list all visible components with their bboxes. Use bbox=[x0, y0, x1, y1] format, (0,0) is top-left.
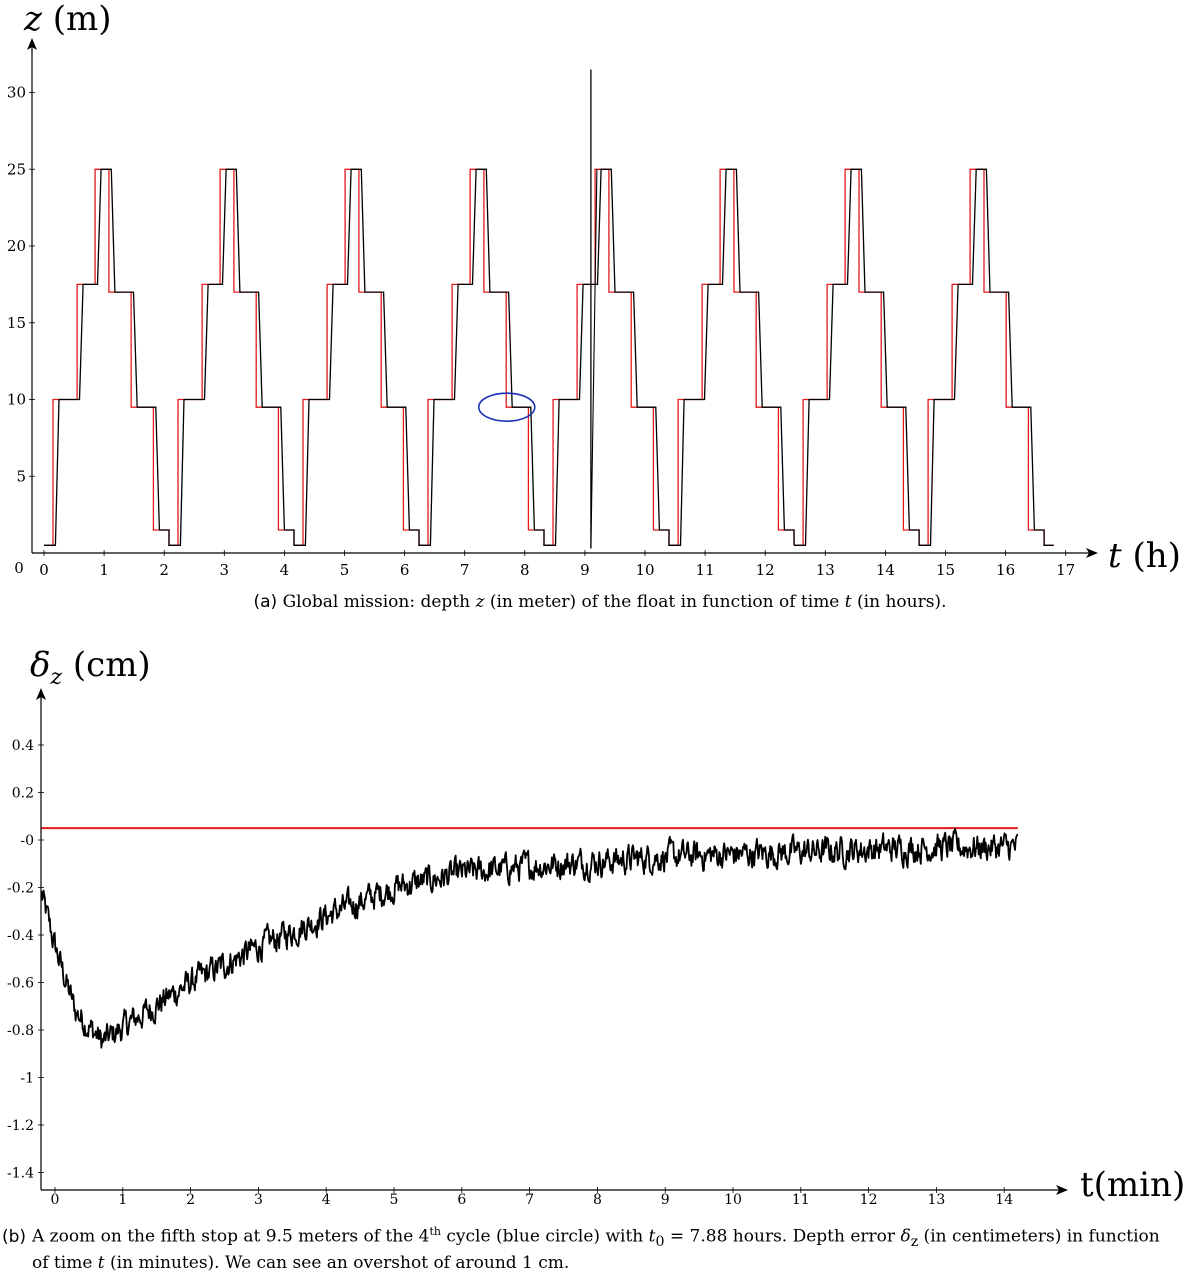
caption-b-t0-sub: 0 bbox=[655, 1234, 665, 1251]
x-tick-label: 14 bbox=[876, 561, 895, 579]
y-tick-label: 0.4 bbox=[12, 738, 34, 754]
x-tick-label: 5 bbox=[390, 1192, 399, 1208]
x-tick-label: 7 bbox=[460, 561, 470, 579]
x-tick-label: 17 bbox=[1056, 561, 1075, 579]
caption-b-line1-part1: A zoom on the fifth stop at 9.5 meters o… bbox=[32, 1226, 430, 1247]
y-axis-label-unit: (cm) bbox=[62, 645, 151, 685]
caption-b-line1-part3: = 7.88 hours. Depth error bbox=[664, 1226, 901, 1247]
y-tick-label: 15 bbox=[7, 314, 26, 332]
y-tick-label: 0.2 bbox=[12, 786, 34, 802]
x-axis-label-var: t bbox=[1108, 536, 1122, 576]
x-tick-label: 9 bbox=[580, 561, 590, 579]
x-tick-label: 9 bbox=[661, 1192, 670, 1208]
y-axis-label: δz (cm) bbox=[30, 645, 151, 690]
x-tick-label: 12 bbox=[860, 1192, 878, 1208]
caption-b-delta-sub: z bbox=[910, 1234, 919, 1251]
caption-a-text-1: Global mission: depth bbox=[282, 592, 471, 612]
x-tick-label: 15 bbox=[936, 561, 955, 579]
x-tick-label: 11 bbox=[696, 561, 715, 579]
y-tick-label: -1.2 bbox=[7, 1118, 34, 1134]
x-tick-label: 3 bbox=[220, 561, 230, 579]
x-tick-label: 14 bbox=[995, 1192, 1013, 1208]
x-tick-label: 6 bbox=[457, 1192, 466, 1208]
x-tick-label: 4 bbox=[280, 561, 290, 579]
caption-b-line2-part1: of time bbox=[32, 1253, 98, 1274]
x-axis-label: t(min) bbox=[1080, 1165, 1185, 1205]
measured-spike-return bbox=[590, 169, 598, 549]
caption-b: (b) A zoom on the fifth stop at 9.5 meter… bbox=[2, 1221, 1198, 1274]
caption-b-line2: of time t (in minutes). We can see an ov… bbox=[2, 1253, 1198, 1274]
caption-a: (a) Global mission: depth z (in meter) o… bbox=[0, 592, 1200, 613]
depth-error-chart: 0 1 2 3 4 5 6 7 8 9 10 11 12 13 140.40.2-0-0.2-0.4-0.6… bbox=[7, 645, 1185, 1208]
x-axis-label: t (h) bbox=[1108, 536, 1181, 576]
x-tick-label: 2 bbox=[186, 1192, 195, 1208]
x-tick-label: 8 bbox=[520, 561, 530, 579]
y-tick-label: -0.4 bbox=[7, 928, 34, 944]
y-axis-label-var: δ bbox=[30, 645, 50, 685]
x-tick-label: 10 bbox=[724, 1192, 742, 1208]
y-axis-arrow bbox=[27, 38, 37, 50]
caption-b-sup: th bbox=[429, 1225, 441, 1238]
y-axis-label: z (m) bbox=[23, 0, 112, 39]
x-axis-arrow bbox=[1056, 1185, 1068, 1195]
caption-a-z: z bbox=[475, 592, 485, 612]
y-axis-label-var: z bbox=[23, 0, 43, 39]
y-tick-label: -0.6 bbox=[7, 976, 34, 992]
x-tick-label: 0 bbox=[39, 561, 49, 579]
caption-b-tag: (b) bbox=[2, 1226, 27, 1247]
x-tick-label: 13 bbox=[816, 561, 835, 579]
x-tick-label: 16 bbox=[996, 561, 1015, 579]
caption-b-line1-part4: (in centimeters) in function bbox=[918, 1226, 1160, 1247]
chart-panel-a: 0 0 1 2 3 4 5 6 7 8 9 10 11 12 13 14 15 16 17 5 10 15 20 25 30 z … bbox=[0, 0, 1200, 622]
measured-line bbox=[44, 168, 1054, 546]
y-tick-label: -0.8 bbox=[7, 1023, 34, 1039]
x-tick-label: 2 bbox=[159, 561, 169, 579]
y-tick-label: -0.2 bbox=[7, 881, 34, 897]
y-tick-label: 5 bbox=[16, 467, 26, 485]
x-axis-arrow bbox=[1086, 548, 1098, 558]
caption-b-delta: δ bbox=[900, 1226, 911, 1247]
depth-error-series bbox=[40, 827, 1019, 1049]
x-tick-label: 0 bbox=[51, 1192, 60, 1208]
caption-a-t: t bbox=[844, 592, 852, 612]
x-tick-label: 11 bbox=[792, 1192, 810, 1208]
y-tick-label: -1.4 bbox=[7, 1166, 34, 1182]
x-tick-label: 10 bbox=[635, 561, 654, 579]
x-tick-label: 1 bbox=[118, 1192, 127, 1208]
caption-b-line1-part2: cycle (blue circle) with bbox=[441, 1226, 649, 1247]
y-axis-label-unit: (m) bbox=[42, 0, 112, 39]
y-tick-label: 20 bbox=[7, 237, 26, 255]
chart-panel-b: 0 1 2 3 4 5 6 7 8 9 10 11 12 13 14 0.4 0.2 -0 -0.2 -0.4 -0.6… bbox=[0, 640, 1200, 1273]
x-tick-label: 5 bbox=[340, 561, 350, 579]
x-tick-label: 4 bbox=[322, 1192, 331, 1208]
caption-a-tag: (a) bbox=[253, 592, 278, 612]
x-tick-label: 13 bbox=[927, 1192, 945, 1208]
caption-b-t0: t bbox=[648, 1226, 656, 1247]
caption-b-line2-part2: (in minutes). We can see an overshot of … bbox=[104, 1253, 570, 1274]
y-tick-label: 10 bbox=[7, 391, 26, 409]
caption-b-line2-t: t bbox=[97, 1253, 105, 1274]
x-tick-label: 6 bbox=[400, 561, 410, 579]
x-tick-label: 3 bbox=[254, 1192, 263, 1208]
x-axis-label-unit: (h) bbox=[1122, 536, 1181, 576]
y-tick-label: -0 bbox=[20, 833, 34, 849]
caption-a-text-2: (in meter) of the float in function of t… bbox=[489, 592, 840, 612]
caption-a-text-3: (in hours). bbox=[857, 592, 947, 612]
y-axis-arrow bbox=[36, 688, 46, 700]
origin-label: 0 bbox=[14, 559, 24, 577]
y-axis-label-sub: z bbox=[49, 665, 62, 690]
y-tick-label: -1 bbox=[20, 1071, 34, 1087]
x-tick-label: 1 bbox=[99, 561, 109, 579]
x-tick-label: 8 bbox=[593, 1192, 602, 1208]
y-tick-label: 30 bbox=[7, 84, 26, 102]
setpoint-line bbox=[44, 168, 1054, 546]
highlight-ellipse bbox=[477, 392, 536, 422]
depth-chart: 0 0 1 2 3 4 5 6 7 8 9 10 11 12 13 14 15 16 1751015202530z … bbox=[7, 0, 1181, 579]
y-tick-label: 25 bbox=[7, 160, 26, 178]
x-tick-label: 7 bbox=[525, 1192, 534, 1208]
x-tick-label: 12 bbox=[756, 561, 775, 579]
